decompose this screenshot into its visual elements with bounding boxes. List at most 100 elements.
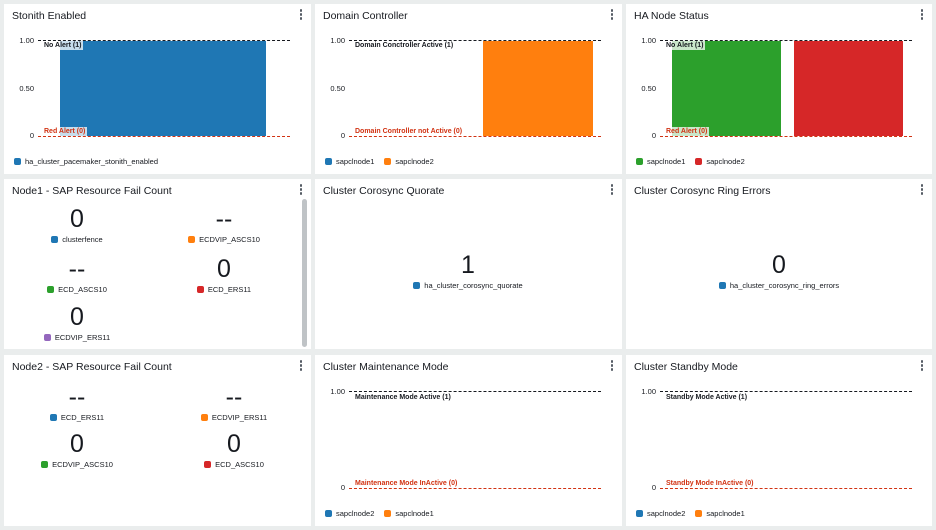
more-options-icon[interactable] [918,360,926,372]
metric-swatch [49,414,57,421]
more-options-icon[interactable] [297,184,305,196]
metric-label-text: ha_cluster_corosync_quorate [424,281,523,290]
panel-title: Node2 - SAP Resource Fail Count [12,361,172,373]
legend-item[interactable]: ha_cluster_pacemaker_stonith_enabled [14,157,158,166]
legend: sapclnode1 sapclnode2 [325,157,434,166]
y-tick-label: 0.50 [330,84,345,93]
threshold-line-bottom [660,488,912,489]
threshold-label-bottom: Red Alert (0) [42,127,88,136]
legend: sapclnode2 sapclnode1 [325,509,434,518]
y-tick-label: 0 [651,483,656,492]
legend-swatch [695,510,703,517]
metric-label: ECD_ERS11 [154,285,294,294]
legend-item[interactable]: sapclnode2 [384,157,434,166]
metric-label: ECD_ERS11 [7,413,147,422]
legend-item[interactable]: sapclnode2 [636,509,685,518]
panel-title: HA Node Status [634,10,709,22]
more-options-icon[interactable] [608,360,616,372]
panel-ha-node-status: HA Node Status 1.00 0.50 0 No Alert (1) … [626,4,932,174]
metric-swatch [43,334,51,341]
scrollbar[interactable] [302,199,307,347]
metric-swatch [196,286,204,293]
legend-swatch [636,510,643,517]
y-tick-label: 1.00 [330,36,345,45]
metric-value: 0 [70,430,84,458]
legend-item[interactable]: sapclnode2 [325,509,374,518]
legend-item[interactable]: sapclnode1 [695,509,745,518]
panel-node2-sap-resource-fail-count: Node2 - SAP Resource Fail Count -- ECD_E… [4,355,311,526]
legend-item[interactable]: sapclnode1 [384,509,434,518]
y-tick-label: 0.50 [19,84,34,93]
panel-cluster-corosync-ring-errors: Cluster Corosync Ring Errors 0 ha_cluste… [626,179,932,349]
metric-label: ECD_ASCS10 [164,460,304,469]
metric-ha-cluster-corosync-ring-errors: 0 ha_cluster_corosync_ring_errors [694,251,864,290]
y-tick-label: 0 [340,131,345,140]
legend-swatch [325,510,332,517]
metric-swatch [41,461,49,468]
bar-ha-cluster-pacemaker-stonith-enabled[interactable] [60,41,266,136]
metric-ecd-ers11: 0 ECD_ERS11 [154,255,294,294]
panel-title: Cluster Standby Mode [634,361,738,373]
legend-label: sapclnode2 [647,509,686,518]
metric-ecdvip-ers11: -- ECDVIP_ERS11 [164,383,304,422]
metric-label: ECD_ASCS10 [7,285,147,294]
metric-ecdvip-ers11: 0 ECDVIP_ERS11 [7,303,147,342]
metric-label-text: ECD_ASCS10 [215,460,264,469]
panel-stonith-enabled: Stonith Enabled 1.00 0.50 0 No Alert (1)… [4,4,311,174]
panel-title: Cluster Corosync Ring Errors [634,185,771,197]
legend-item[interactable]: sapclnode2 [695,157,745,166]
metric-ecd-ascs10: 0 ECD_ASCS10 [164,430,304,469]
panel-domain-controller: Domain Controller 1.00 0.50 0 Domain Con… [315,4,622,174]
legend-item[interactable]: sapclnode1 [325,157,374,166]
metric-label: ECDVIP_ASCS10 [7,460,147,469]
more-options-icon[interactable] [918,9,926,21]
legend-item[interactable]: sapclnode1 [636,157,685,166]
y-tick-label: 0 [651,131,656,140]
bar-sapclnode2[interactable] [794,41,903,136]
metric-swatch [413,282,421,289]
legend-label: ha_cluster_pacemaker_stonith_enabled [25,157,159,166]
metric-swatch [204,461,212,468]
panel-node1-sap-resource-fail-count: Node1 - SAP Resource Fail Count 0 cluste… [4,179,311,349]
y-tick-label: 0 [340,483,345,492]
more-options-icon[interactable] [608,184,616,196]
metric-clusterfence: 0 clusterfence [7,205,147,244]
metric-label-text: ECD_ERS11 [207,285,252,294]
panel-title: Cluster Maintenance Mode [323,361,449,373]
metric-value: -- [225,383,243,411]
panel-title: Stonith Enabled [12,10,87,22]
metric-swatch [188,236,196,243]
threshold-line-top [38,40,290,41]
y-tick-label: 0.50 [641,84,656,93]
legend-swatch [384,510,392,517]
bar-sapclnode2[interactable] [483,41,593,136]
legend-label: sapclnode1 [647,157,686,166]
y-tick-label: 1.00 [19,36,34,45]
bar-sapclnode1[interactable] [672,41,781,136]
metric-label: ECDVIP_ERS11 [7,333,147,342]
threshold-line-top [660,391,912,392]
threshold-label-bottom: Red Alert (0) [664,127,710,136]
more-options-icon[interactable] [918,184,926,196]
threshold-line-bottom [38,136,290,137]
metric-label-text: ECDVIP_ERS11 [211,413,268,422]
threshold-line-top [660,40,912,41]
metric-label-text: ECDVIP_ASCS10 [52,460,113,469]
y-tick-label: 1.00 [641,36,656,45]
y-tick-label: 1.00 [641,387,656,396]
more-options-icon[interactable] [297,360,305,372]
more-options-icon[interactable] [297,9,305,21]
metric-value: 0 [70,303,84,331]
metric-label-text: ECDVIP_ASCS10 [199,235,260,244]
more-options-icon[interactable] [608,9,616,21]
threshold-label-top: Domain Conctroller Active (1) [353,41,456,50]
panel-cluster-maintenance-mode: Cluster Maintenance Mode 1.00 0 Maintena… [315,355,622,526]
metric-label-text: ECDVIP_ERS11 [54,333,111,342]
legend: sapclnode1 sapclnode2 [636,157,745,166]
metric-label-text: ECD_ERS11 [60,413,105,422]
legend-swatch [384,158,392,165]
threshold-label-top: No Alert (1) [664,41,706,50]
metric-label: ha_cluster_corosync_quorate [383,281,553,290]
threshold-line-bottom [349,488,601,489]
y-tick-label: 1.00 [330,387,345,396]
